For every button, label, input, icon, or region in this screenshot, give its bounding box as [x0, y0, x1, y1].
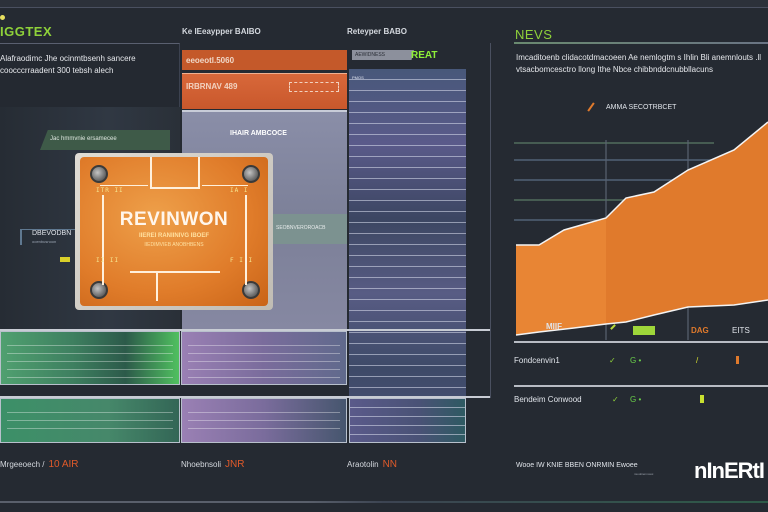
caption-text: Wooe IW KNIE BBEN ONRMIN Ewoee: [516, 462, 638, 469]
area-lower-line: [515, 299, 768, 336]
row-value: G •: [630, 356, 642, 365]
orange-row-2-field[interactable]: [289, 82, 339, 92]
footer-stat-label: Mrgeeoech /: [0, 460, 45, 469]
status-chip: [60, 257, 70, 262]
small-card[interactable]: DBEVODBN ooenbusnoon: [20, 229, 75, 245]
middle-green-bar[interactable]: SEOBNVEROROACB: [272, 214, 347, 244]
tile-green-1[interactable]: [0, 331, 180, 385]
divider-line: [0, 396, 490, 398]
revision-board-card[interactable]: ITR II IA I II II F I I REVINWON IIEREI …: [75, 153, 273, 310]
footer-stat-1: Mrgeeoech /10 AIR: [0, 454, 79, 472]
brand-logo-icon: [0, 15, 5, 20]
board-subtitle: IIEREI RANIINIVG IBOEF: [138, 233, 209, 239]
news-text: Imcaditoenb clidacotdmacoeen Ae nemlogtm…: [516, 53, 762, 74]
trace: [245, 195, 247, 285]
orange-row-2-label: IRBRNAV 489: [186, 82, 238, 91]
screw-icon: [90, 281, 108, 299]
stripes-small-label: PMOS: [352, 75, 364, 80]
board-face: ITR II IA I II II F I I REVINWON IIEREI …: [80, 157, 268, 306]
trend-icon: ✓: [612, 395, 619, 404]
screw-icon: [242, 165, 260, 183]
footer-stat-value: NN: [382, 459, 398, 470]
tile-purple-1[interactable]: [181, 331, 347, 385]
orange-row-1[interactable]: eeoeotl.5060: [182, 50, 347, 70]
footer-stat-value: 10 AIR: [48, 459, 79, 470]
pin-labels-bl: II II: [96, 257, 120, 264]
brand-wordmark: nInERtI: [694, 458, 765, 483]
top-bar: [0, 0, 768, 8]
chart-legend: AMMA SECOTRBCET: [586, 102, 677, 112]
trace: [102, 195, 104, 285]
news-divider: [514, 42, 768, 44]
footer-stat-label: Araotolin: [347, 460, 379, 469]
brand-name: IGGTEX: [0, 24, 53, 39]
table-row[interactable]: Fondcenvin1 ✓ G • /: [514, 356, 768, 365]
table-divider: [514, 385, 768, 387]
trace: [130, 271, 220, 273]
footer-stat-3: Araotolin NN: [347, 454, 397, 472]
news-title: NEVS: [515, 27, 553, 42]
trace: [150, 157, 152, 187]
table-divider: [514, 341, 768, 343]
column-divider: [490, 43, 491, 398]
screw-icon: [90, 165, 108, 183]
tile-green-2[interactable]: [0, 398, 180, 443]
screw-icon: [242, 281, 260, 299]
column-header-2: Reteyper BABO: [347, 27, 408, 36]
trace: [150, 187, 198, 189]
trend-icon: ✓: [609, 356, 616, 365]
intro-box: [0, 43, 180, 107]
board-subtitle-2: IIEDIMVIEB ANOBHBENS: [144, 242, 204, 248]
row-indicator: /: [696, 356, 699, 365]
small-card-subtitle: ooenbusnoon: [32, 239, 57, 244]
legend-label: AMMA SECOTRBCET: [606, 104, 677, 111]
column-header-1: Ke IEeaypper BAIBO: [182, 27, 261, 36]
footer-stat-label: Nhoebnsoli: [181, 460, 222, 469]
table-row[interactable]: Bendeim Conwood ✓ G •: [514, 395, 768, 404]
trace: [156, 271, 158, 301]
area-band: [516, 218, 606, 335]
x-tick-1: MIIF: [546, 322, 562, 331]
bottom-progress-bar: [0, 501, 768, 503]
pin-labels-tr: IA I: [230, 187, 249, 194]
news-area-chart: [514, 121, 768, 340]
area-upper-line: [516, 121, 768, 246]
board-title: REVINWON: [119, 209, 229, 230]
stripes-tag[interactable]: AEWIDNESS: [352, 50, 414, 60]
tile-stripes-2[interactable]: [349, 398, 466, 443]
x-tick-3: DAG: [691, 326, 709, 335]
trace: [198, 157, 200, 189]
x-tick-4: EITS: [732, 326, 750, 335]
stripes-badge: REAT: [411, 50, 438, 61]
row-value: G •: [630, 395, 642, 404]
intro-text: Alafraodimc Jhe ocinmtbsenh sancere cooc…: [0, 54, 136, 75]
row-label: Bendeim Conwood: [514, 395, 582, 404]
trace: [202, 185, 248, 186]
orange-row-2[interactable]: IRBRNAV 489: [182, 73, 347, 109]
yellow-indicator: [700, 395, 704, 403]
pin-labels-tl: ITR II: [96, 187, 124, 194]
footer-stat-2: Nhoebnsoli JNR: [181, 454, 244, 472]
footer-stat-value: JNR: [225, 459, 245, 470]
caption-subtext: nsoobiennosoi: [634, 472, 654, 476]
trace: [100, 185, 148, 186]
tile-purple-2[interactable]: [181, 398, 347, 443]
small-card-title: DBEVODBN: [32, 230, 72, 237]
row-label: Fondcenvin1: [514, 356, 560, 365]
stripes-panel: [349, 69, 466, 443]
left-panel-tag[interactable]: Jac hmmvnie ersamecee: [40, 130, 170, 150]
pin-labels-br: F I I: [230, 257, 254, 264]
orange-indicator: [736, 356, 739, 364]
divider-line: [0, 329, 490, 331]
callout-label: IHAIR AMBCOCE: [230, 130, 287, 137]
green-status-badge: [633, 326, 655, 335]
